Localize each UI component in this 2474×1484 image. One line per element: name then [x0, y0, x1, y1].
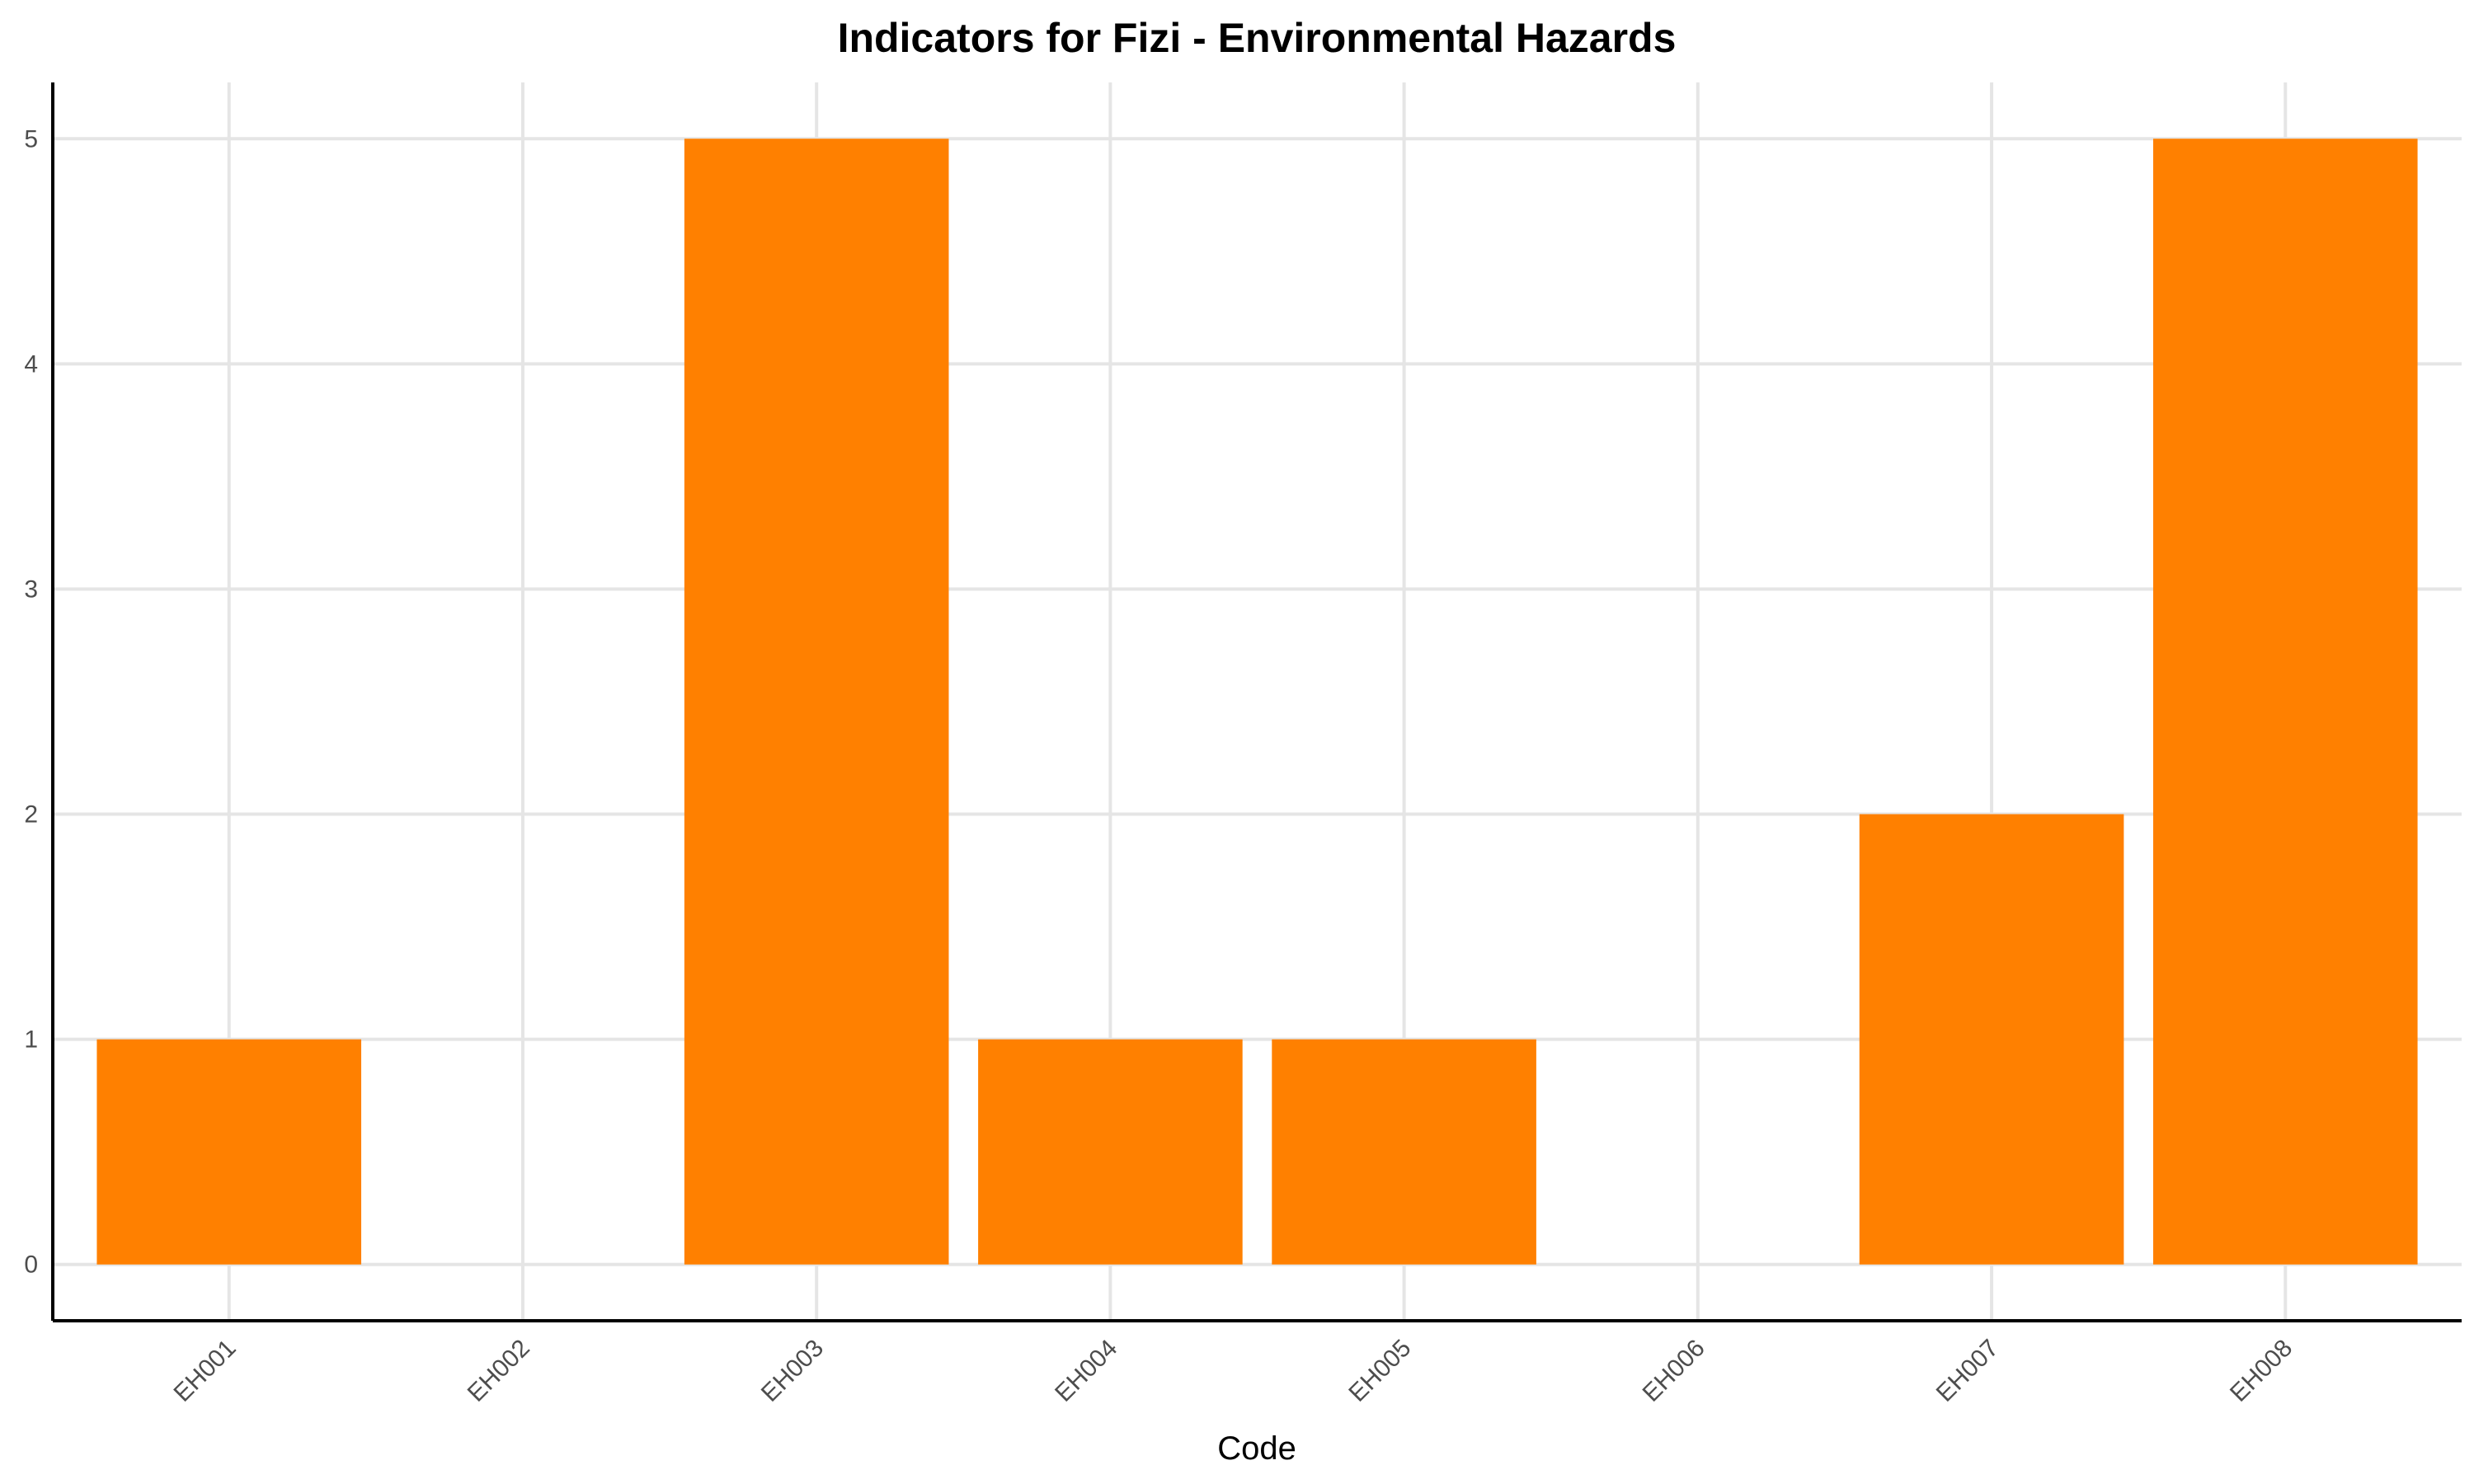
y-tick-label: 4: [24, 350, 38, 378]
x-axis-label: Code: [1217, 1430, 1296, 1467]
bars: [96, 139, 2418, 1265]
x-tick-label: EH004: [1050, 1335, 1122, 1407]
chart-title: Indicators for Fizi - Environmental Haza…: [838, 15, 1677, 61]
y-tick-label: 0: [24, 1252, 38, 1279]
bar-eh003: [684, 139, 949, 1265]
y-tick-label: 2: [24, 801, 38, 829]
bar-eh008: [2152, 139, 2418, 1265]
bar-eh004: [978, 1039, 1243, 1265]
y-tick-label: 1: [24, 1026, 38, 1054]
bar-eh001: [96, 1039, 362, 1265]
x-tick-labels: EH001 EH002 EH003 EH004 EH005 EH006 EH007 EH008: [168, 1335, 2298, 1407]
x-tick-label: EH006: [1638, 1335, 1710, 1407]
x-tick-label: EH003: [756, 1335, 829, 1407]
y-tick-labels: 0 1 2 3 4 5: [24, 125, 38, 1278]
y-tick-label: 5: [24, 125, 38, 153]
x-tick-label: EH007: [1931, 1335, 2004, 1407]
x-tick-label: EH005: [1343, 1335, 1416, 1407]
bar-eh007: [1859, 814, 2124, 1265]
bar-eh005: [1272, 1039, 1536, 1265]
y-tick-label: 3: [24, 575, 38, 603]
x-tick-label: EH001: [168, 1335, 241, 1407]
x-tick-label: EH008: [2225, 1335, 2298, 1407]
axes: [51, 82, 2462, 1322]
x-tick-label: EH002: [463, 1335, 535, 1407]
